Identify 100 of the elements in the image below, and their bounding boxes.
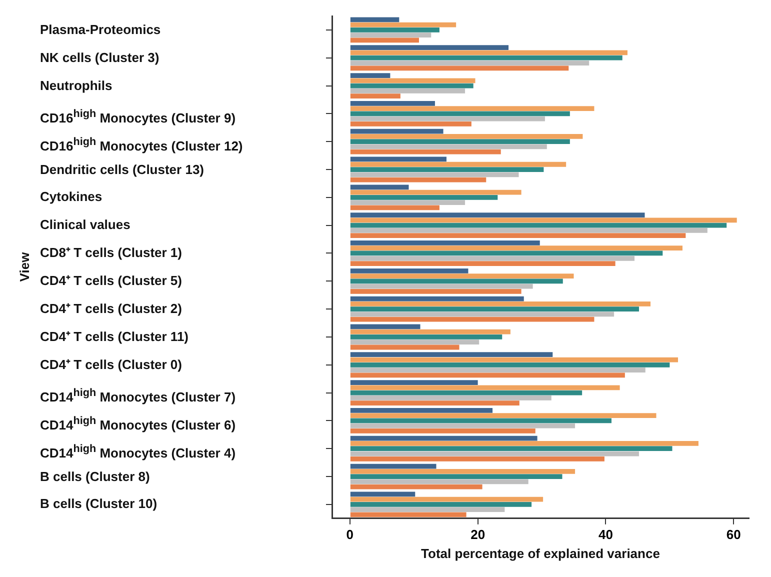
- y-tick-label: CD14$^{high}$ Monocytes (Cluster 7): [40, 386, 236, 406]
- bar: [350, 83, 474, 88]
- bar: [350, 184, 409, 190]
- y-tick-label: Cytokines: [40, 189, 102, 206]
- y-tick-label: Clinical values: [40, 217, 130, 234]
- y-tick-label: CD16$^{high}$ Monocytes (Cluster 9): [40, 106, 236, 126]
- bar: [350, 88, 466, 94]
- bar: [350, 474, 562, 479]
- bar: [350, 228, 708, 233]
- bar: [350, 324, 420, 330]
- bar: [350, 468, 576, 474]
- bar: [350, 296, 524, 302]
- bar: [350, 22, 456, 28]
- bar: [350, 218, 737, 223]
- y-tick-label: CD14$^{high}$ Monocytes (Cluster 6): [40, 414, 236, 434]
- bar: [350, 177, 486, 182]
- bar: [350, 222, 727, 228]
- bar: [350, 149, 501, 154]
- bar: [350, 78, 476, 84]
- bar: [350, 172, 519, 178]
- bar: [350, 73, 390, 78]
- bar: [350, 45, 509, 50]
- bar: [350, 268, 468, 274]
- y-tick-label: NK cells (Cluster 3): [40, 50, 160, 66]
- bar: [350, 344, 460, 350]
- bar: [350, 50, 628, 56]
- bar: [350, 428, 536, 434]
- bar: [350, 288, 522, 294]
- bar: [350, 250, 663, 256]
- bar: [350, 496, 544, 502]
- bar: [350, 32, 432, 38]
- bar: [350, 436, 538, 441]
- x-axis-title: Total percentage of explained variance: [421, 546, 660, 561]
- bar: [350, 167, 544, 172]
- bar: [350, 372, 625, 378]
- y-tick-label: CD4⁺ T cells (Cluster 0): [40, 356, 182, 373]
- bar: [350, 306, 639, 312]
- bar: [350, 334, 502, 340]
- bar: [350, 423, 576, 428]
- y-tick-label: B cells (Cluster 8): [40, 468, 150, 485]
- bar: [350, 60, 590, 66]
- bar: [350, 413, 656, 418]
- bar: [350, 116, 545, 122]
- bar: [350, 492, 416, 497]
- bar: [350, 340, 480, 345]
- bar: [350, 352, 553, 358]
- bar: [350, 316, 594, 322]
- bar: [350, 284, 533, 289]
- bar: [350, 194, 498, 200]
- y-tick-label: CD4⁺ T cells (Cluster 11): [40, 328, 188, 345]
- bar: [350, 301, 651, 306]
- bar: [350, 128, 444, 134]
- bar: [350, 200, 466, 205]
- y-tick-label: Plasma-Proteomics: [40, 22, 161, 38]
- bar: [350, 144, 547, 150]
- bar: [350, 66, 569, 71]
- y-tick-label: CD14$^{high}$ Monocytes (Cluster 4): [40, 442, 236, 461]
- bar: [350, 418, 612, 424]
- bar: [350, 385, 620, 390]
- bar: [350, 111, 570, 116]
- bar: [350, 156, 446, 162]
- bar: [350, 55, 622, 60]
- bar: [350, 190, 522, 195]
- bar: [350, 312, 614, 317]
- bar: [350, 400, 520, 406]
- y-tick-label: Dendritic cells (Cluster 13): [40, 162, 204, 178]
- bar: [350, 441, 698, 446]
- bar: [350, 233, 686, 238]
- bar: [350, 212, 645, 218]
- bar: [350, 240, 540, 246]
- bar: [350, 94, 400, 98]
- bar: [350, 122, 472, 126]
- y-axis-title: View: [17, 252, 32, 282]
- bar: [350, 390, 582, 396]
- bar: [350, 512, 466, 518]
- bar: [350, 357, 678, 362]
- bar: [350, 479, 528, 484]
- bar: [350, 261, 616, 266]
- bar: [350, 362, 670, 368]
- bar: [350, 17, 400, 22]
- bar: [350, 484, 482, 490]
- bar: [350, 368, 646, 372]
- bar: [350, 274, 574, 278]
- bar: [350, 380, 478, 385]
- y-tick-label: CD4⁺ T cells (Cluster 5): [40, 273, 182, 290]
- bar: [350, 446, 672, 452]
- bar: [350, 100, 435, 106]
- x-tick-label: 40: [598, 526, 613, 542]
- bar: [350, 278, 563, 284]
- bar: [350, 38, 419, 43]
- x-tick-label: 60: [726, 526, 741, 542]
- bar: [350, 395, 552, 400]
- x-tick-label: 20: [470, 526, 486, 542]
- y-tick-label: CD8⁺ T cells (Cluster 1): [40, 245, 182, 262]
- bar: [350, 502, 532, 507]
- y-tick-label: CD4⁺ T cells (Cluster 2): [40, 301, 182, 318]
- bar: [350, 451, 639, 456]
- bar: [350, 205, 440, 210]
- bar: [350, 106, 594, 111]
- bar: [350, 246, 682, 251]
